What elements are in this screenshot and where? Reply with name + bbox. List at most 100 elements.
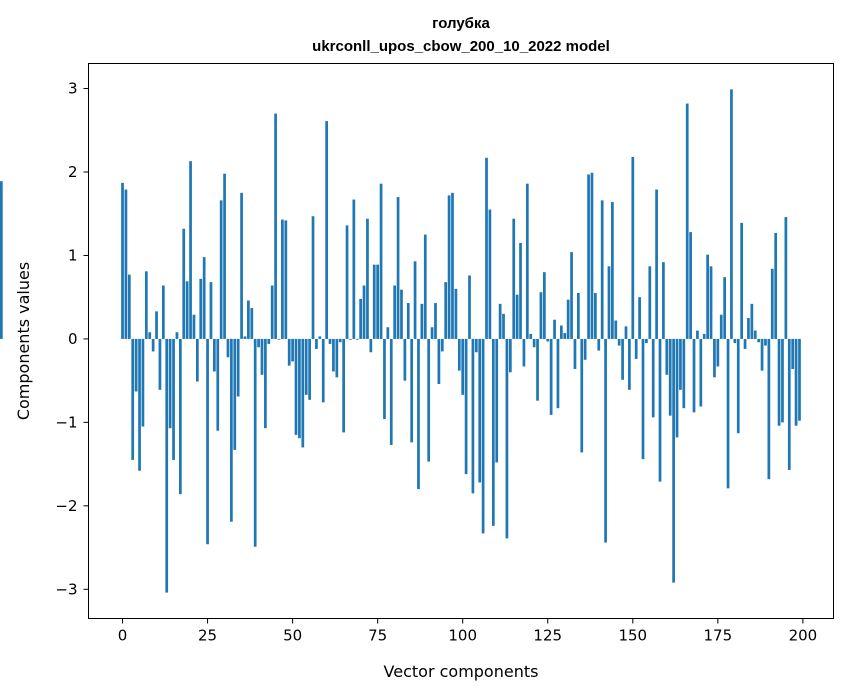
bar: [719, 314, 723, 339]
y-tick-label: −2: [55, 497, 77, 515]
bar: [230, 338, 233, 522]
bar: [614, 320, 618, 339]
bar: [277, 338, 281, 340]
bar: [247, 300, 250, 339]
bar: [733, 338, 737, 344]
bar: [617, 338, 621, 346]
bar: [685, 103, 689, 339]
bar: [478, 338, 482, 483]
bar: [692, 338, 696, 413]
bar: [570, 252, 573, 339]
bar: [291, 338, 294, 362]
bar: [406, 303, 410, 339]
y-tick-label: 0: [68, 330, 78, 348]
bar: [498, 303, 502, 339]
bar: [505, 338, 509, 539]
bar: [141, 338, 145, 427]
bars-group: [0, 89, 801, 593]
bar: [457, 338, 461, 371]
bar: [648, 266, 652, 339]
bar: [668, 338, 672, 416]
bar: [566, 299, 570, 339]
bar: [750, 303, 754, 339]
bar: [393, 285, 397, 339]
bar: [423, 234, 427, 339]
bar: [304, 338, 308, 395]
bar: [730, 89, 733, 339]
bar: [553, 319, 556, 339]
bar: [655, 189, 658, 339]
bar: [638, 297, 641, 339]
bar: [481, 338, 485, 534]
bar: [199, 278, 203, 339]
bar: [747, 318, 750, 339]
bar: [651, 338, 655, 418]
bar: [185, 281, 189, 339]
bar: [594, 293, 597, 339]
bar: [216, 338, 220, 431]
bar: [542, 272, 546, 339]
y-axis: −3 −2 −1 0 1 2 3: [55, 80, 89, 598]
bar: [726, 338, 730, 489]
bar: [580, 338, 584, 453]
bar: [764, 338, 767, 346]
bar: [355, 338, 359, 340]
bar: [182, 228, 186, 339]
bar: [689, 232, 692, 339]
bar: [175, 332, 179, 339]
bar: [124, 189, 128, 339]
bar: [702, 333, 706, 339]
bar: [798, 338, 801, 421]
bar: [777, 338, 781, 426]
y-tick-label: 1: [68, 246, 78, 264]
bar: [760, 338, 764, 371]
bar: [508, 338, 512, 373]
bar: [131, 338, 135, 460]
bar: [287, 338, 291, 366]
bar: [784, 217, 788, 339]
plot-frame: [88, 63, 834, 619]
bar: [121, 182, 124, 339]
bar: [155, 311, 158, 339]
bar: [444, 282, 448, 339]
bar: [536, 338, 539, 401]
bar: [386, 327, 390, 339]
bar: [264, 338, 267, 429]
bar: [583, 338, 587, 360]
bar: [148, 332, 152, 339]
bar: [321, 338, 325, 403]
bar: [161, 285, 165, 339]
bar: [308, 338, 311, 400]
bar: [417, 338, 420, 490]
bar: [301, 338, 305, 448]
bar: [332, 338, 335, 372]
bar: [675, 338, 679, 438]
bar: [529, 333, 533, 339]
bar: [192, 314, 196, 339]
bar: [525, 183, 529, 339]
bar: [488, 209, 492, 339]
bar: [338, 338, 342, 343]
bar: [628, 338, 631, 390]
bar: [573, 338, 577, 369]
bar: [563, 333, 567, 339]
bar: [645, 338, 648, 344]
bar: [219, 200, 223, 339]
bar: [243, 336, 247, 339]
bar: [369, 338, 373, 353]
bar: [502, 313, 505, 339]
bar: [440, 338, 444, 352]
bar: [549, 338, 553, 415]
bar: [342, 338, 345, 433]
bar: [151, 338, 155, 352]
bar: [770, 268, 774, 339]
bar: [206, 338, 209, 545]
bar: [325, 121, 328, 339]
bar: [781, 338, 784, 423]
bar: [127, 274, 131, 339]
bar: [634, 338, 638, 359]
x-tick-label: 175: [704, 627, 733, 645]
bar: [410, 338, 414, 443]
bar: [532, 338, 536, 348]
bar: [658, 338, 662, 482]
